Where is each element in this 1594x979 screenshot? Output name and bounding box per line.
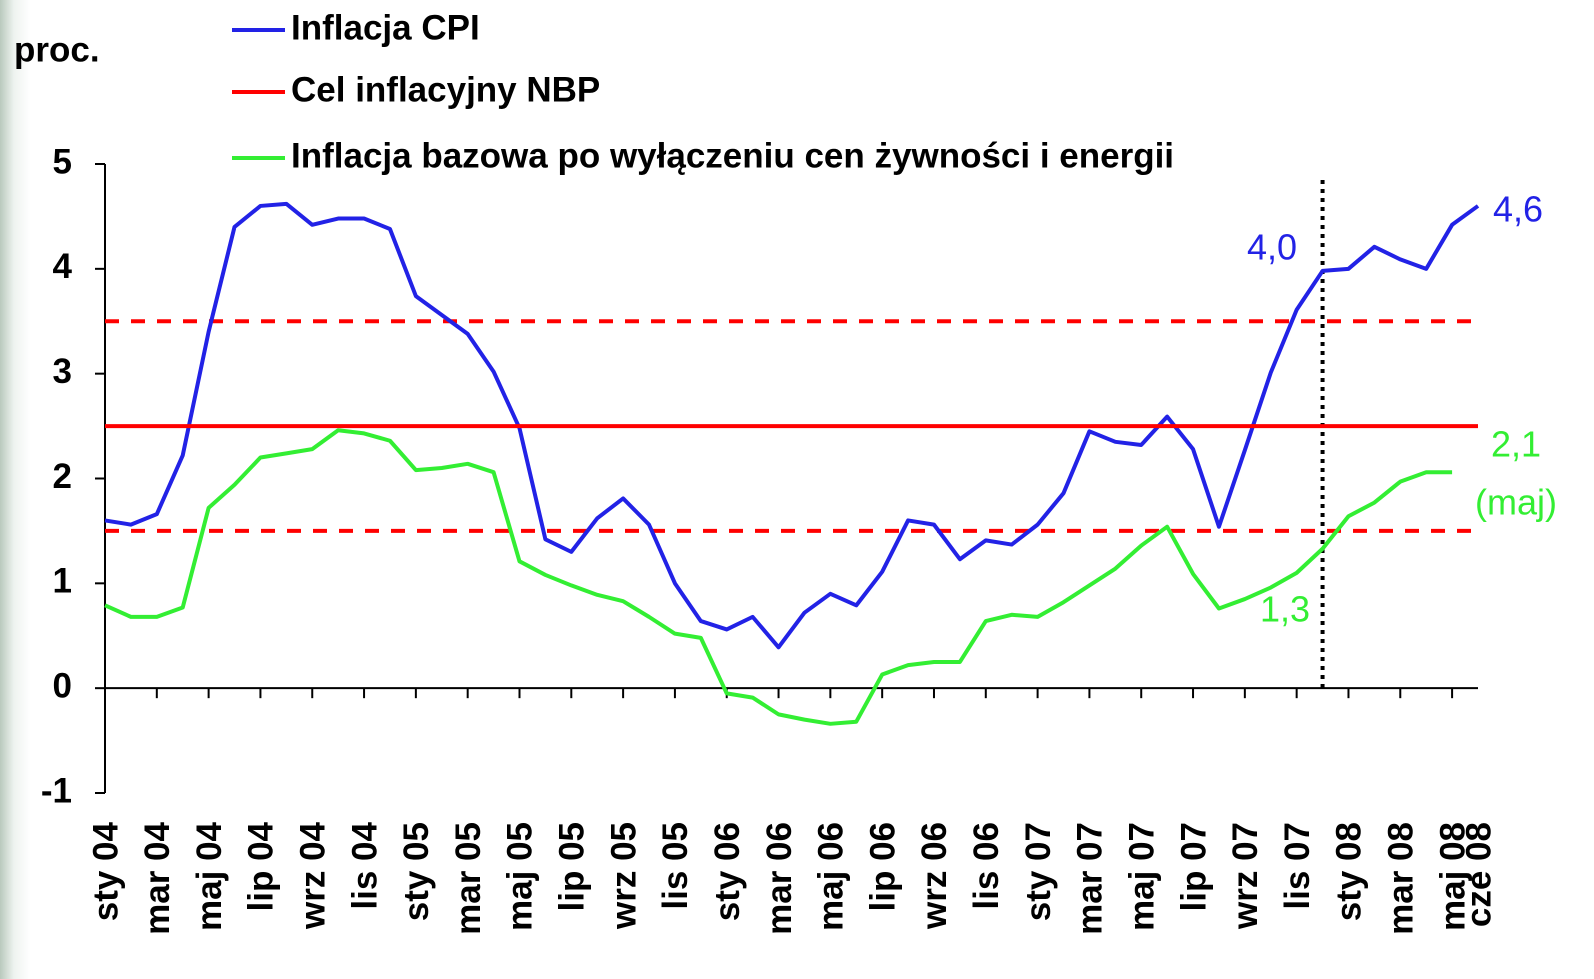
x-tick-label: lip 05 <box>553 822 592 911</box>
x-tick-label: cze 08 <box>1459 822 1498 927</box>
annotation: 1,3 <box>1260 589 1310 630</box>
annotation: 4,6 <box>1493 189 1543 230</box>
x-tick-label: sty 06 <box>708 822 747 921</box>
legend-label: Inflacja bazowa po wyłączeniu cen żywnoś… <box>291 136 1174 175</box>
x-tick-label: maj 08 <box>1433 822 1472 931</box>
x-tick-label: mar 06 <box>760 822 799 935</box>
x-tick-label: maj 04 <box>190 821 229 930</box>
y-tick-label: 4 <box>53 247 73 286</box>
x-tick-label: wrz 07 <box>1226 822 1265 930</box>
x-tick-label: lis 07 <box>1278 822 1317 910</box>
annotation: 4,0 <box>1247 227 1297 268</box>
annotation: 2,1 <box>1491 424 1541 465</box>
x-tick-label: maj 05 <box>501 822 540 931</box>
annotation: (maj) <box>1475 482 1557 523</box>
x-tick-label: wrz 06 <box>915 822 954 930</box>
x-tick-label: lip 06 <box>863 822 902 911</box>
x-tick-label: mar 07 <box>1071 822 1110 935</box>
x-tick-label: mar 05 <box>449 822 488 935</box>
legend-label: Inflacja CPI <box>291 8 480 47</box>
x-tick-label: mar 04 <box>138 821 177 934</box>
y-tick-label: 3 <box>53 352 72 391</box>
x-tick-label: maj 06 <box>812 822 851 931</box>
series-line <box>104 201 1480 650</box>
x-tick-label: wrz 05 <box>604 822 643 930</box>
x-tick-label: lis 05 <box>656 822 695 910</box>
x-tick-label: lis 04 <box>345 821 384 909</box>
y-tick-label: 1 <box>53 562 72 601</box>
x-tick-label: mar 08 <box>1382 822 1421 935</box>
x-tick-label: lip 07 <box>1174 822 1213 911</box>
x-tick-label: sty 08 <box>1330 822 1369 921</box>
y-tick-label: 0 <box>53 666 72 705</box>
y-tick-label: 2 <box>53 457 72 496</box>
x-tick-label: lis 06 <box>967 822 1006 910</box>
y-axis-label: proc. <box>14 30 100 69</box>
x-tick-label: lip 04 <box>242 821 281 911</box>
x-tick-label: sty 05 <box>397 822 436 921</box>
legend-label: Cel inflacyjny NBP <box>291 70 600 109</box>
y-tick-label: -1 <box>41 771 72 810</box>
x-tick-label: maj 07 <box>1122 822 1161 931</box>
x-tick-label: wrz 04 <box>293 821 332 930</box>
y-tick-label: 5 <box>53 142 72 181</box>
x-tick-label: sty 04 <box>86 821 125 921</box>
x-tick-label: sty 07 <box>1019 822 1058 921</box>
series-line <box>104 428 1453 726</box>
